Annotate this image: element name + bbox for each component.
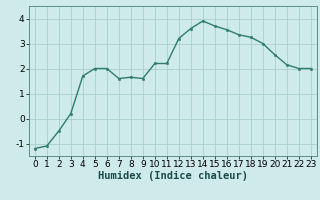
X-axis label: Humidex (Indice chaleur): Humidex (Indice chaleur) — [98, 171, 248, 181]
